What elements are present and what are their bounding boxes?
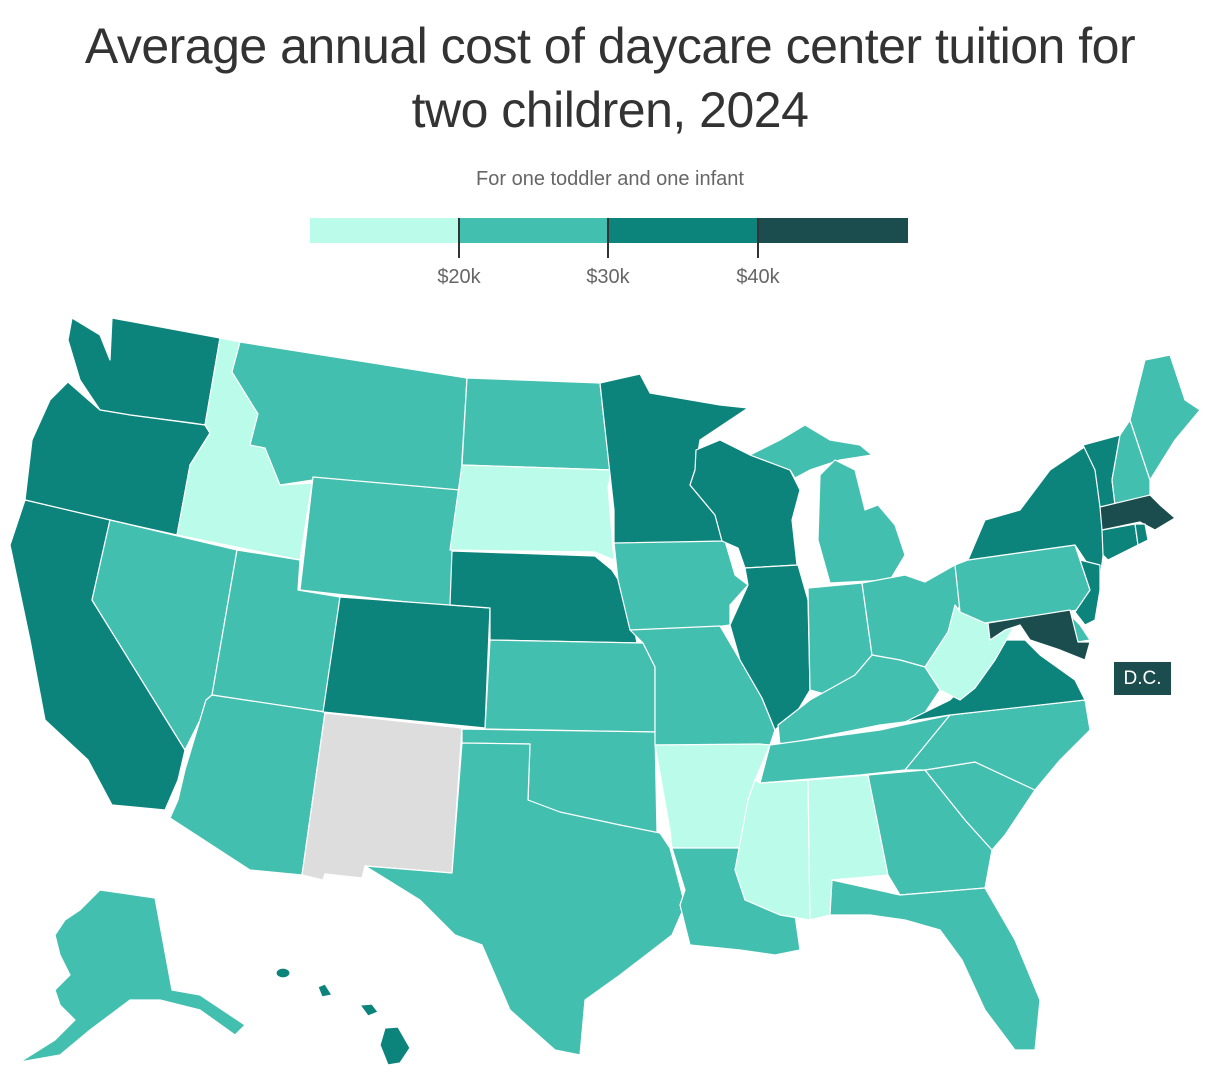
state-HI-kauai[interactable] <box>275 967 291 979</box>
legend-swatch-over-40k <box>758 218 908 243</box>
legend-tick-20k <box>458 218 460 258</box>
state-NJ[interactable] <box>1074 559 1101 626</box>
legend-label-20k: $20k <box>437 266 481 288</box>
state-MI-upper[interactable] <box>749 424 873 479</box>
state-CT[interactable] <box>1101 523 1139 561</box>
state-CO[interactable] <box>322 596 491 729</box>
state-SD[interactable] <box>449 464 615 561</box>
state-TX[interactable] <box>364 742 686 1056</box>
chart-subtitle: For one toddler and one infant <box>476 168 744 190</box>
dc-label-badge: D.C. <box>1114 662 1171 695</box>
legend-label-30k: $30k <box>586 266 630 288</box>
chart-title: Average annual cost of daycare center tu… <box>0 14 1220 142</box>
state-ME[interactable] <box>1129 354 1201 481</box>
state-IA[interactable] <box>613 540 749 631</box>
state-HI-maui[interactable] <box>359 1003 379 1017</box>
state-RI[interactable] <box>1134 523 1149 546</box>
legend-swatch-under-20k <box>310 218 460 243</box>
legend-tick-40k <box>757 218 759 258</box>
chart-title-line-2: two children, 2024 <box>411 82 809 138</box>
state-KS[interactable] <box>484 639 656 733</box>
state-ND[interactable] <box>461 377 613 471</box>
state-HI-oahu[interactable] <box>317 983 333 998</box>
state-AK[interactable] <box>19 889 246 1063</box>
state-HI-big-island[interactable] <box>379 1026 411 1066</box>
state-FL[interactable] <box>829 879 1041 1051</box>
state-NM[interactable] <box>301 712 463 881</box>
legend-label-40k: $40k <box>736 266 780 288</box>
legend-swatch-30k-40k <box>609 218 759 243</box>
chart-title-line-1: Average annual cost of daycare center tu… <box>84 18 1136 74</box>
state-MD[interactable] <box>987 609 1091 661</box>
color-legend <box>310 218 908 243</box>
state-WY[interactable] <box>299 476 461 608</box>
legend-swatch-20k-30k <box>459 218 609 243</box>
state-IL[interactable] <box>729 564 811 731</box>
state-MI-lower[interactable] <box>817 459 906 584</box>
legend-tick-30k <box>607 218 609 258</box>
